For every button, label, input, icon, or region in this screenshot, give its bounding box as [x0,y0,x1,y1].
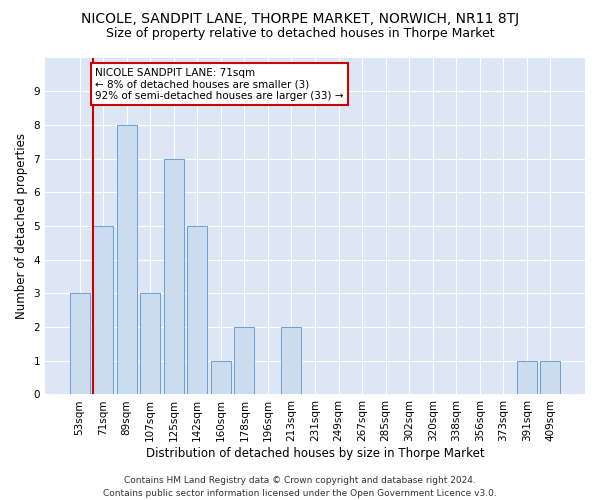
X-axis label: Distribution of detached houses by size in Thorpe Market: Distribution of detached houses by size … [146,447,484,460]
Bar [140,294,160,394]
Bar [541,361,560,394]
Text: Size of property relative to detached houses in Thorpe Market: Size of property relative to detached ho… [106,28,494,40]
Text: NICOLE, SANDPIT LANE, THORPE MARKET, NORWICH, NR11 8TJ: NICOLE, SANDPIT LANE, THORPE MARKET, NOR… [81,12,519,26]
Bar [517,361,537,394]
Bar [93,226,113,394]
Bar [164,158,184,394]
Text: NICOLE SANDPIT LANE: 71sqm
← 8% of detached houses are smaller (3)
92% of semi-d: NICOLE SANDPIT LANE: 71sqm ← 8% of detac… [95,68,343,101]
Bar [187,226,208,394]
Bar [211,361,231,394]
Bar [235,327,254,394]
Text: Contains HM Land Registry data © Crown copyright and database right 2024.
Contai: Contains HM Land Registry data © Crown c… [103,476,497,498]
Y-axis label: Number of detached properties: Number of detached properties [15,133,28,319]
Bar [281,327,301,394]
Bar [116,125,137,394]
Bar [70,294,89,394]
